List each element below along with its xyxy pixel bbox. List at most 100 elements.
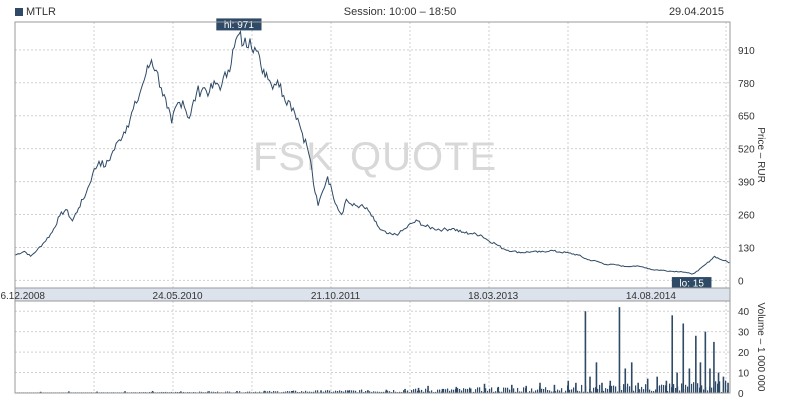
volume-bar	[183, 391, 185, 393]
volume-bar	[291, 390, 293, 393]
volume-bar	[355, 390, 357, 393]
volume-bar	[475, 389, 477, 393]
volume-bar	[645, 384, 647, 393]
volume-bar	[649, 389, 651, 393]
volume-bars	[17, 307, 729, 393]
volume-bar	[633, 390, 635, 393]
volume-bar	[613, 385, 615, 393]
series-color-swatch	[15, 8, 23, 16]
volume-bar	[175, 391, 177, 393]
date-tick-label: 14.08.2014	[626, 291, 676, 302]
volume-bar	[697, 383, 699, 393]
volume-bar	[675, 388, 677, 393]
volume-bar	[287, 391, 289, 393]
volume-bar	[341, 390, 343, 393]
volume-bar	[149, 391, 151, 393]
volume-bar	[635, 385, 637, 393]
volume-bar	[477, 387, 479, 393]
volume-bar	[617, 391, 619, 393]
volume-bar	[595, 387, 597, 393]
volume-bar	[207, 391, 209, 393]
volume-bar	[427, 385, 429, 393]
volume-bar	[451, 389, 453, 393]
price-axis-label: Price – RUR	[755, 127, 766, 183]
session-label: Session: 10:00 – 18:50	[343, 6, 457, 18]
volume-bar	[469, 388, 472, 393]
volume-bar	[375, 391, 377, 393]
volume-bar	[653, 391, 655, 393]
volume-bar	[537, 389, 539, 393]
price-grid	[15, 22, 730, 288]
date-axis: 26.12.2008 24.05.2010 21.10.2011 18.03.2013…	[0, 287, 731, 302]
price-panel-frame	[14, 21, 731, 289]
volume-bar	[323, 391, 325, 393]
symbol-label: MTLR	[15, 6, 56, 18]
volume-bar	[367, 390, 369, 393]
volume-bar	[727, 382, 729, 393]
volume-bar	[543, 388, 545, 393]
volume-bar	[337, 390, 339, 393]
volume-bar	[227, 391, 229, 393]
volume-bar	[229, 391, 231, 393]
volume-bar	[695, 335, 697, 393]
volume-bar	[671, 315, 674, 393]
volume-bar	[663, 384, 665, 393]
volume-bar	[429, 391, 431, 393]
volume-bar	[699, 387, 701, 393]
volume-bar	[569, 389, 571, 393]
volume-bar	[599, 384, 601, 393]
volume-bar	[247, 391, 249, 393]
volume-bar	[521, 391, 523, 393]
chart-header: MTLR Session: 10:00 – 18:50 29.04.2015	[0, 0, 800, 22]
volume-bar	[643, 389, 645, 393]
price-y-ticks: 0 130 260 390 520 650 780 910	[738, 46, 755, 288]
volume-bar	[557, 389, 559, 393]
volume-bar	[199, 391, 201, 393]
volume-bar	[575, 382, 577, 393]
volume-bar	[595, 362, 598, 393]
volume-bar	[589, 376, 591, 393]
volume-bar	[457, 388, 459, 393]
volume-bar	[399, 391, 401, 393]
volume-bar	[501, 391, 503, 393]
volume-bar	[719, 381, 721, 393]
volume-bar	[403, 390, 405, 393]
volume-bar	[124, 391, 126, 393]
volume-bar	[263, 391, 265, 393]
volume-bar	[269, 390, 271, 393]
volume-bar	[419, 390, 421, 393]
volume-bar	[601, 382, 603, 393]
volume-bar	[673, 384, 675, 393]
volume-bar	[417, 390, 419, 393]
volume-bar	[533, 391, 535, 393]
volume-bar	[711, 387, 713, 393]
volume-bar	[493, 391, 495, 393]
volume-bar	[627, 383, 629, 393]
volume-bar	[717, 372, 720, 393]
volume-bar	[449, 390, 451, 393]
volume-bar	[395, 391, 397, 393]
volume-bar	[523, 387, 525, 393]
volume-bar	[379, 391, 381, 393]
volume-bar	[485, 388, 487, 393]
volume-bar	[597, 388, 599, 393]
volume-bar	[499, 391, 501, 393]
volume-bar	[295, 390, 297, 393]
volume-bar	[320, 390, 322, 393]
volume-bar	[497, 386, 500, 393]
volume-bar	[277, 391, 279, 393]
volume-bar	[505, 387, 507, 393]
volume-bar	[603, 390, 605, 393]
volume-bar	[327, 390, 329, 393]
volume-bar	[513, 388, 515, 393]
volume-bar	[445, 389, 447, 393]
volume-bar	[701, 385, 703, 393]
price-tick-label: 0	[738, 276, 744, 287]
volume-bar	[509, 389, 511, 393]
volume-bar	[343, 391, 345, 393]
volume-bar	[313, 391, 315, 393]
volume-bar	[273, 390, 275, 393]
volume-bar	[685, 384, 687, 393]
volume-bar	[437, 389, 439, 393]
